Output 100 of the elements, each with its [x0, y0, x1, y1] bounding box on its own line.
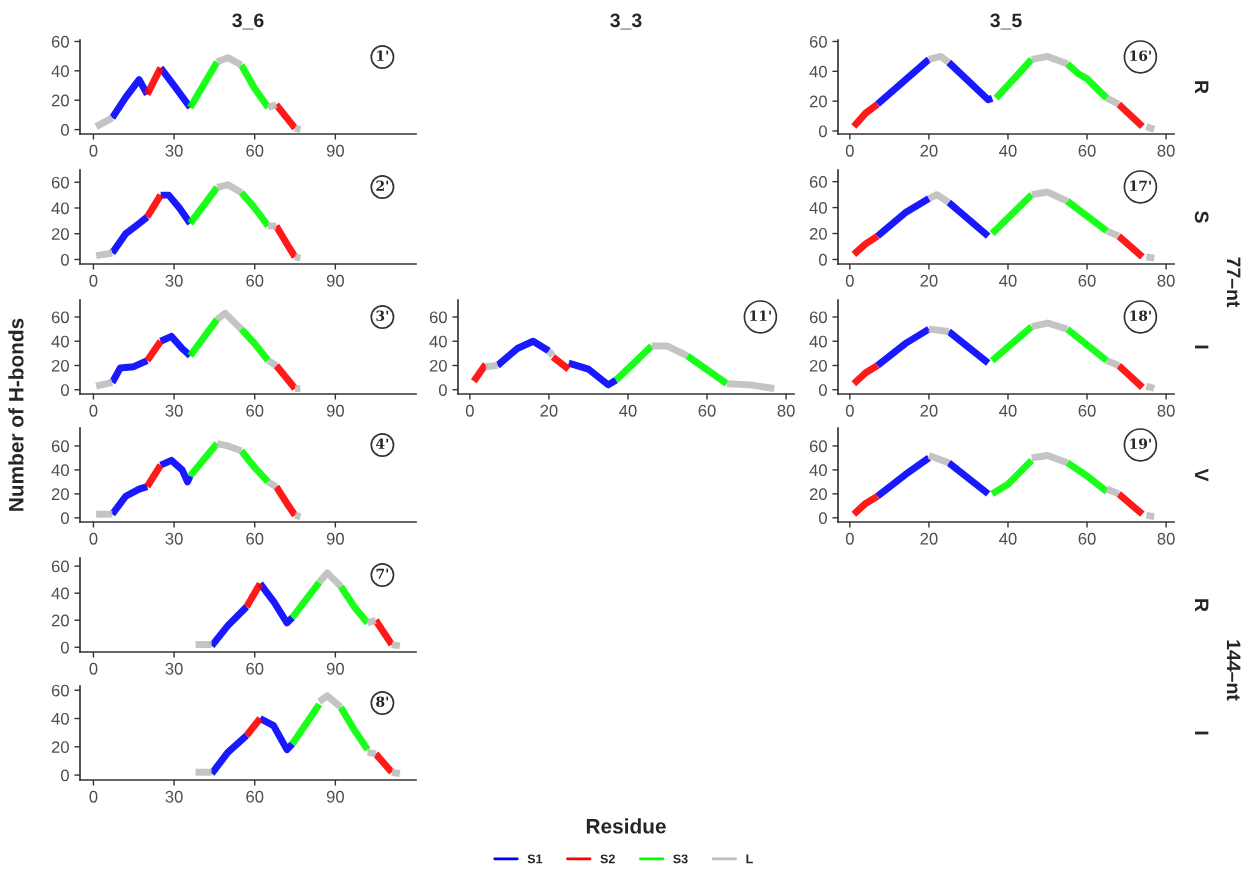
annotation: 18' — [1130, 310, 1151, 321]
x-tick-label: 0 — [89, 532, 98, 545]
x-tick-label: 30 — [165, 532, 183, 545]
x-tick-label: 0 — [89, 274, 98, 287]
annotation: 7' — [376, 568, 389, 579]
legend-label: S2 — [600, 854, 615, 864]
x-tick-label: 0 — [89, 404, 98, 417]
x-axis-title: Residue — [586, 818, 666, 834]
legend-label: L — [746, 854, 753, 864]
x-tick-label: 90 — [326, 790, 344, 803]
y-tick-label: 60 — [809, 440, 827, 453]
y-tick-label: 20 — [51, 359, 69, 372]
y-axis-title: Number of H-bonds — [8, 318, 24, 511]
y-tick-label: 60 — [51, 440, 69, 453]
annotation: 19' — [1130, 438, 1151, 449]
x-tick-label: 0 — [845, 144, 854, 157]
legend-label: S3 — [673, 854, 688, 864]
y-tick-label: 20 — [809, 227, 827, 240]
text: I — [1194, 345, 1209, 349]
annotation: 3' — [376, 310, 389, 321]
x-tick-label: 0 — [89, 662, 98, 675]
annotation: 4' — [376, 438, 389, 449]
annotation: 8' — [376, 696, 389, 707]
x-tick-label: 30 — [165, 790, 183, 803]
x-tick-label: 60 — [1078, 404, 1096, 417]
text: R — [1194, 599, 1209, 612]
y-tick-label: 60 — [51, 684, 69, 697]
x-tick-label: 60 — [1078, 144, 1096, 157]
y-tick-label: 20 — [809, 359, 827, 372]
x-tick-label: 90 — [326, 274, 344, 287]
x-tick-label: 40 — [999, 274, 1017, 287]
y-tick-label: 0 — [60, 384, 69, 396]
y-tick-label: 20 — [51, 228, 69, 240]
y-tick-label: 0 — [60, 253, 69, 266]
x-tick-label: 60 — [246, 404, 264, 417]
text: 77–nt — [1226, 257, 1241, 308]
text: 144–nt — [1226, 640, 1241, 701]
y-tick-label: 60 — [51, 35, 69, 48]
y-tick-label: 0 — [60, 769, 69, 782]
y-tick-label: 0 — [818, 384, 827, 396]
x-tick-label: 0 — [845, 404, 854, 417]
y-tick-label: 20 — [51, 94, 69, 107]
y-tick-label: 60 — [809, 176, 827, 188]
x-tick-label: 60 — [246, 274, 264, 287]
y-tick-label: 40 — [809, 335, 827, 348]
x-tick-label: 0 — [465, 404, 474, 417]
annotation: 17' — [1130, 180, 1151, 191]
x-tick-label: 80 — [1157, 274, 1175, 287]
legend-label: S1 — [527, 854, 543, 864]
y-tick-label: 40 — [809, 464, 827, 477]
annotation: 1' — [377, 50, 389, 61]
y-tick-label: 60 — [51, 311, 69, 324]
chart-title: 3_3 — [610, 13, 642, 30]
x-tick-label: 30 — [165, 404, 183, 417]
x-tick-label: 80 — [1157, 532, 1175, 545]
y-tick-label: 40 — [51, 65, 69, 78]
y-tick-label: 0 — [60, 512, 69, 525]
x-tick-label: 60 — [246, 532, 264, 545]
x-tick-label: 40 — [999, 532, 1017, 545]
x-tick-label: 30 — [165, 274, 183, 287]
text: V — [1194, 468, 1209, 482]
y-tick-label: 20 — [51, 614, 69, 627]
annotation: 2' — [376, 180, 389, 191]
y-tick-label: 20 — [809, 95, 827, 108]
x-tick-label: 80 — [777, 404, 795, 417]
y-tick-label: 40 — [51, 712, 69, 725]
x-tick-label: 80 — [1157, 404, 1175, 417]
y-tick-label: 40 — [809, 65, 827, 78]
x-tick-label: 40 — [999, 404, 1017, 417]
text: R — [1194, 81, 1209, 94]
y-tick-label: 40 — [429, 335, 447, 348]
y-tick-label: 60 — [809, 35, 827, 48]
y-tick-label: 0 — [60, 123, 69, 136]
x-tick-label: 90 — [326, 662, 344, 675]
x-tick-label: 30 — [165, 662, 183, 675]
x-tick-label: 60 — [246, 144, 264, 157]
x-tick-label: 90 — [326, 532, 344, 545]
x-tick-label: 30 — [165, 144, 183, 157]
x-tick-label: 20 — [920, 404, 938, 417]
x-tick-label: 60 — [246, 662, 264, 675]
y-tick-label: 60 — [51, 560, 69, 573]
x-tick-label: 20 — [920, 144, 938, 157]
x-tick-label: 60 — [698, 404, 716, 417]
y-tick-label: 0 — [818, 253, 827, 266]
y-tick-label: 20 — [51, 488, 69, 501]
x-tick-label: 20 — [920, 274, 938, 287]
chart-title: 3_5 — [990, 13, 1022, 30]
y-tick-label: 40 — [809, 202, 827, 214]
y-tick-label: 60 — [429, 311, 447, 324]
x-tick-label: 0 — [89, 790, 98, 803]
x-tick-label: 20 — [920, 532, 938, 545]
x-tick-label: 0 — [845, 274, 854, 287]
y-tick-label: 60 — [51, 176, 69, 189]
x-tick-label: 90 — [326, 144, 344, 157]
y-tick-label: 20 — [809, 488, 827, 501]
y-tick-label: 40 — [51, 202, 69, 215]
text: S — [1194, 211, 1209, 223]
x-tick-label: 0 — [845, 532, 854, 545]
y-tick-label: 20 — [51, 741, 69, 753]
text: I — [1194, 731, 1209, 735]
